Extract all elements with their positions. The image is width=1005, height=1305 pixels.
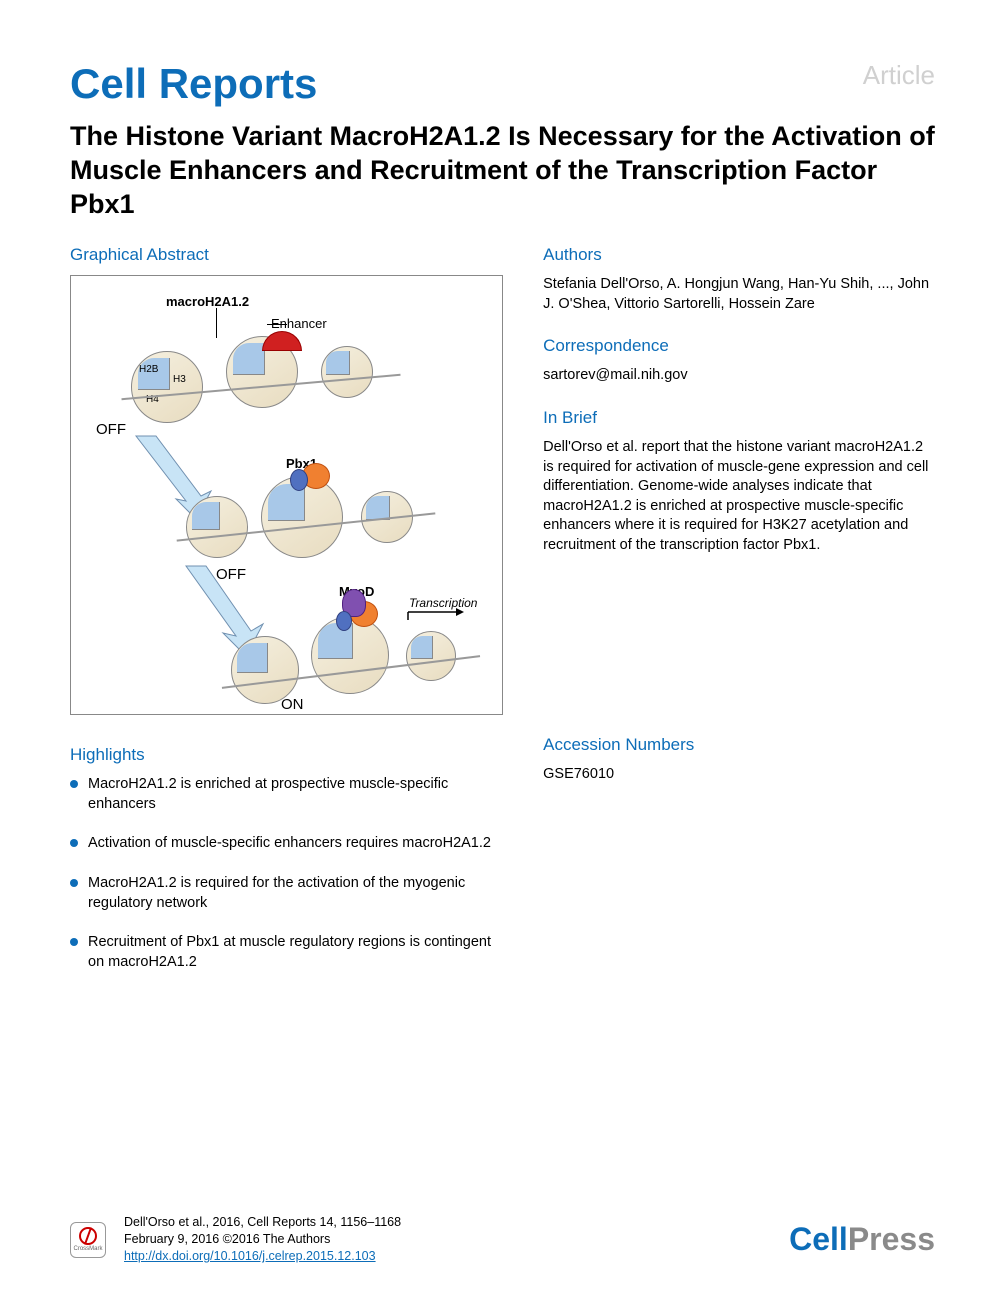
- graphical-abstract-figure: macroH2A1.2 Enhancer H2B H3 H4 OFF Pbx1: [70, 275, 503, 715]
- publisher-cell: Cell: [789, 1221, 848, 1257]
- accession-number: GSE76010: [543, 765, 935, 785]
- crossmark-label: CrossMark: [73, 1246, 102, 1252]
- highlight-item: MacroH2A1.2 is required for the activati…: [70, 874, 503, 913]
- highlight-item: Activation of muscle-specific enhancers …: [70, 834, 503, 854]
- pointer-line: [216, 308, 217, 338]
- nucleosome-icon: [261, 476, 343, 558]
- highlight-item: Recruitment of Pbx1 at muscle regulatory…: [70, 933, 503, 972]
- highlights-list: MacroH2A1.2 is enriched at prospective m…: [70, 775, 503, 972]
- inbrief-text: Dell'Orso et al. report that the histone…: [543, 438, 935, 555]
- highlight-item: MacroH2A1.2 is enriched at prospective m…: [70, 775, 503, 814]
- nucleosome-icon: [231, 636, 299, 704]
- citation-block: Dell'Orso et al., 2016, Cell Reports 14,…: [124, 1214, 401, 1265]
- doi-link[interactable]: http://dx.doi.org/10.1016/j.celrep.2015.…: [124, 1248, 401, 1265]
- crossmark-icon: [79, 1227, 97, 1245]
- authors-heading: Authors: [543, 245, 935, 265]
- inbrief-heading: In Brief: [543, 408, 935, 428]
- macroh2a-label: macroH2A1.2: [166, 294, 249, 309]
- nucleosome-icon: [406, 631, 456, 681]
- graphical-abstract-heading: Graphical Abstract: [70, 245, 503, 265]
- protein-icon: [290, 469, 308, 491]
- nucleosome-icon: [321, 346, 373, 398]
- journal-name: Cell Reports: [70, 60, 317, 108]
- transcription-arrow-icon: [406, 608, 466, 622]
- nucleosome-icon: [131, 351, 203, 423]
- crossmark-badge[interactable]: CrossMark: [70, 1222, 106, 1258]
- h3-label: H3: [173, 374, 186, 385]
- correspondence-heading: Correspondence: [543, 336, 935, 356]
- correspondence-email[interactable]: sartorev@mail.nih.gov: [543, 366, 935, 386]
- publisher-press: Press: [848, 1221, 935, 1257]
- off-label: OFF: [96, 421, 126, 438]
- accession-heading: Accession Numbers: [543, 735, 935, 755]
- publisher-logo: CellPress: [789, 1221, 935, 1258]
- nucleosome-icon: [311, 616, 389, 694]
- pointer-line: [267, 324, 287, 325]
- nucleosome-icon: [226, 336, 298, 408]
- highlights-heading: Highlights: [70, 745, 503, 765]
- citation-line: Dell'Orso et al., 2016, Cell Reports 14,…: [124, 1214, 401, 1231]
- article-title: The Histone Variant MacroH2A1.2 Is Neces…: [70, 120, 935, 221]
- on-label: ON: [281, 696, 304, 713]
- citation-line: February 9, 2016 ©2016 The Authors: [124, 1231, 401, 1248]
- protein-icon: [336, 611, 352, 631]
- macroh2a-mark-icon: [262, 331, 302, 351]
- article-type-label: Article: [863, 60, 935, 91]
- nucleosome-icon: [186, 496, 248, 558]
- h2b-label: H2B: [139, 364, 158, 375]
- authors-text: Stefania Dell'Orso, A. Hongjun Wang, Han…: [543, 275, 935, 314]
- footer: CrossMark Dell'Orso et al., 2016, Cell R…: [70, 1214, 935, 1265]
